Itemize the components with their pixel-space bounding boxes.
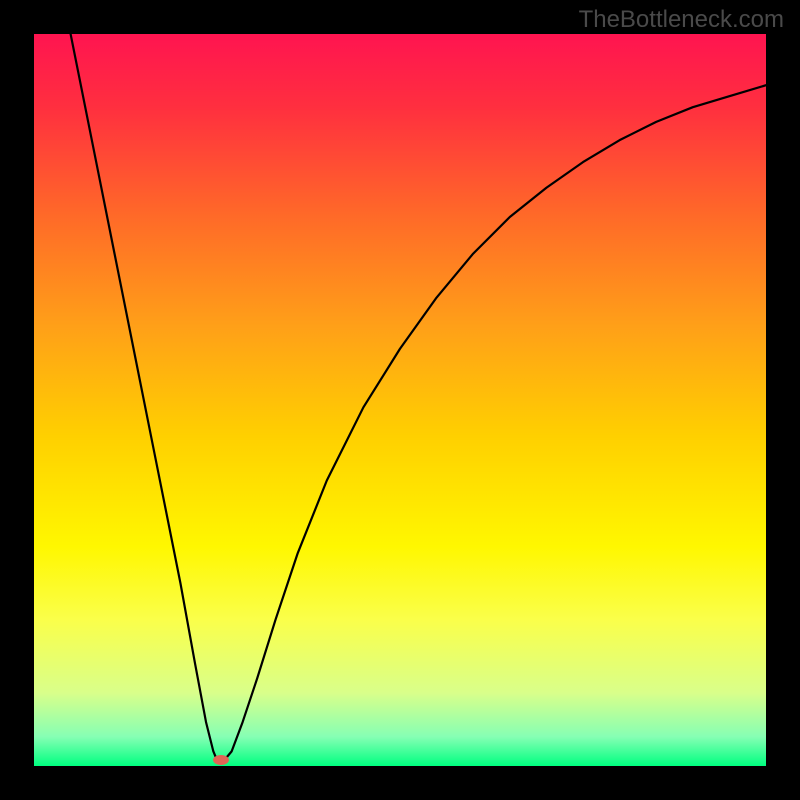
bottleneck-curve — [34, 34, 766, 766]
optimal-marker — [213, 755, 229, 765]
chart-container: TheBottleneck.com — [0, 0, 800, 800]
watermark-text: TheBottleneck.com — [579, 6, 784, 34]
curve-path — [71, 34, 766, 762]
plot-area — [34, 34, 766, 766]
